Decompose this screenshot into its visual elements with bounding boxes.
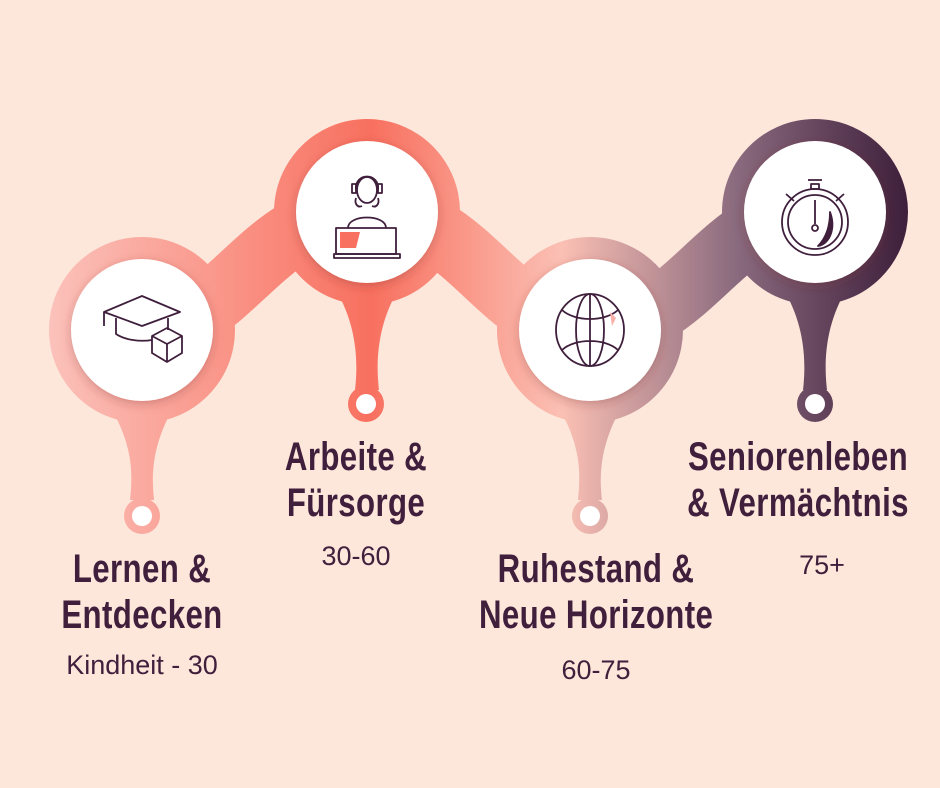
icon-circle (296, 141, 438, 283)
title-line: & Vermächtnis (687, 481, 909, 525)
stage-age-1: Kindheit - 30 (66, 650, 218, 680)
title-line: Neue Horizonte (479, 593, 714, 637)
globe-icon (555, 293, 625, 367)
title-line: Entdecken (61, 593, 223, 637)
stage-title-1: Lernen & Entdecken (48, 546, 235, 638)
stage-dot (580, 506, 600, 526)
stopwatch-icon (781, 179, 849, 256)
stage-dot (132, 506, 152, 526)
stage-title-4: Seniorenleben & Vermächtnis (681, 434, 915, 526)
stage-age-2: 30-60 (321, 541, 391, 571)
graduation-cap-icon (103, 295, 183, 363)
title-line: Fürsorge (286, 481, 426, 525)
stage-title-3: Ruhestand & Neue Horizonte (479, 546, 713, 638)
stage-age-4: 75+ (799, 550, 845, 580)
person-laptop-headset-icon (333, 175, 401, 259)
stage-dot (356, 394, 376, 414)
stage-dot (805, 394, 825, 414)
icon-circle (71, 259, 213, 401)
stage-age-3: 60-75 (561, 655, 631, 685)
title-line: Lernen & (72, 547, 212, 591)
stage-title-2: Arbeite & Fürsorge (262, 434, 449, 526)
title-line: Seniorenleben (687, 435, 909, 479)
title-line: Arbeite & (284, 435, 428, 479)
title-line: Ruhestand & (497, 547, 695, 591)
